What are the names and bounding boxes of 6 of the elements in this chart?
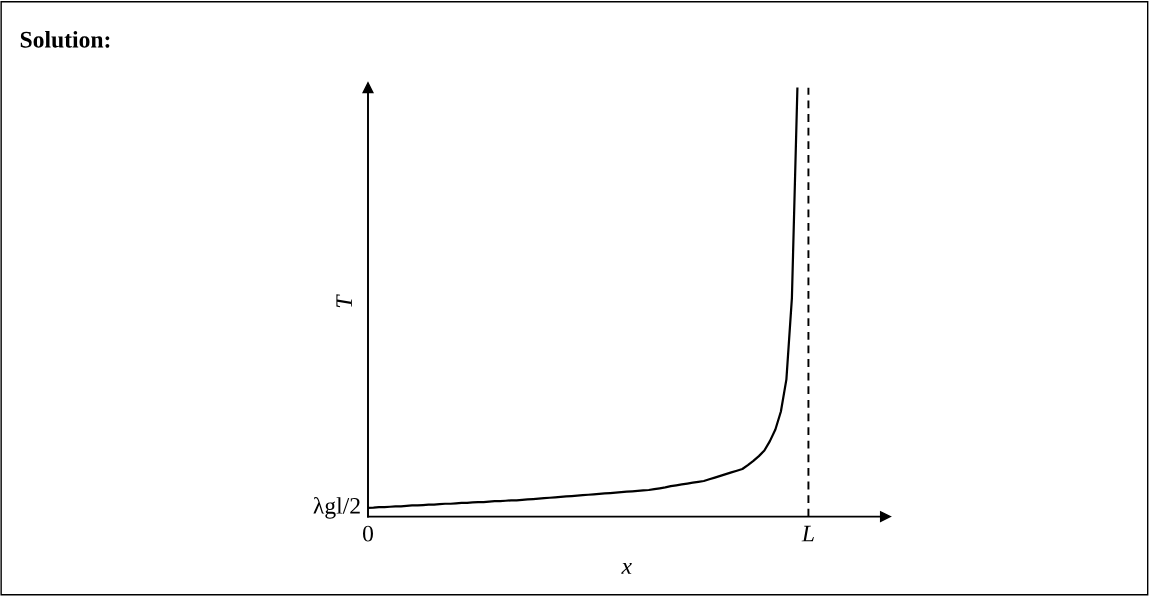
annotation: λgl/2 — [313, 496, 360, 519]
x-tick-label: L — [801, 525, 814, 542]
x-tick-label: 0 — [363, 525, 373, 542]
y-axis-title: T — [336, 294, 352, 308]
x-axis-title: x — [621, 563, 632, 574]
text: Solution: — [20, 31, 110, 48]
